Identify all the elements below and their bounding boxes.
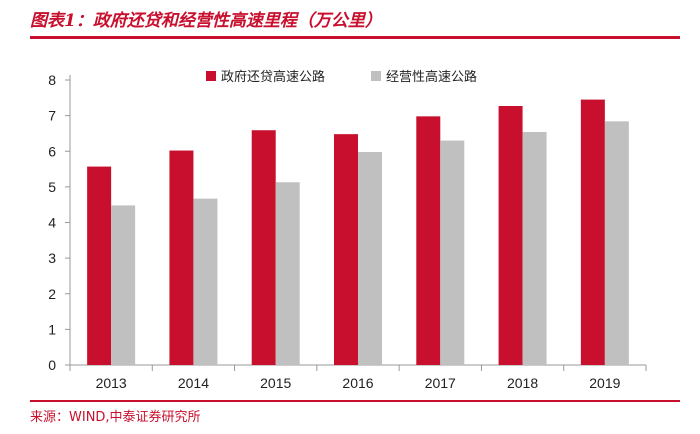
- bars: [87, 99, 629, 366]
- bar-series-1-2014: [169, 150, 194, 365]
- bar-series-2-2018: [522, 132, 547, 365]
- bar-series-2-2019: [604, 121, 629, 365]
- y-tick-label: 4: [48, 215, 56, 231]
- bar-series-1-2013: [87, 166, 112, 365]
- legend-label-series-2: 经营性高速公路: [386, 69, 477, 85]
- bar-series-1-2019: [580, 99, 605, 365]
- x-category-label: 2014: [178, 375, 209, 391]
- y-axis: 0 1 2 3 4 5 6 7 8: [48, 72, 71, 373]
- y-tick-label: 2: [48, 286, 56, 302]
- y-tick-label: 7: [48, 108, 56, 124]
- bar-series-1-2016: [334, 134, 358, 365]
- x-category-label: 2017: [425, 375, 456, 391]
- x-category-label: 2016: [342, 375, 373, 391]
- x-category-label: 2013: [96, 375, 127, 391]
- x-axis-labels: 2013 2014 2015 2016 2017 2018 2019: [96, 375, 621, 391]
- x-category-label: 2019: [589, 375, 620, 391]
- y-tick-label: 0: [48, 357, 56, 373]
- y-tick-label: 1: [48, 321, 56, 337]
- source-rule: [30, 400, 680, 402]
- source-note: 来源：WIND,中泰证券研究所: [30, 410, 201, 425]
- bar-series-1-2015: [251, 130, 276, 365]
- bar-series-2-2016: [358, 151, 382, 365]
- legend-swatch-series-2: [371, 71, 381, 81]
- x-category-label: 2018: [507, 375, 538, 391]
- y-tick-label: 3: [48, 250, 56, 266]
- bar-series-2-2014: [193, 198, 218, 365]
- bar-series-2-2015: [275, 182, 300, 365]
- bar-series-1-2018: [498, 106, 523, 365]
- legend-swatch-series-1: [206, 71, 216, 81]
- chart-title: 图表1：政府还贷和经营性高速里程（万公里）: [30, 11, 382, 31]
- bar-series-2-2017: [440, 140, 465, 365]
- bar-series-1-2017: [416, 116, 441, 366]
- y-tick-label: 8: [48, 72, 56, 88]
- bar-series-2-2013: [111, 205, 136, 365]
- x-axis: [69, 364, 647, 371]
- y-tick-label: 5: [48, 179, 56, 195]
- legend-label-series-1: 政府还贷高速公路: [221, 69, 325, 85]
- x-category-label: 2015: [260, 375, 291, 391]
- title-rule: [30, 36, 680, 39]
- legend: 政府还贷高速公路 经营性高速公路: [206, 69, 477, 85]
- y-tick-label: 6: [48, 143, 56, 159]
